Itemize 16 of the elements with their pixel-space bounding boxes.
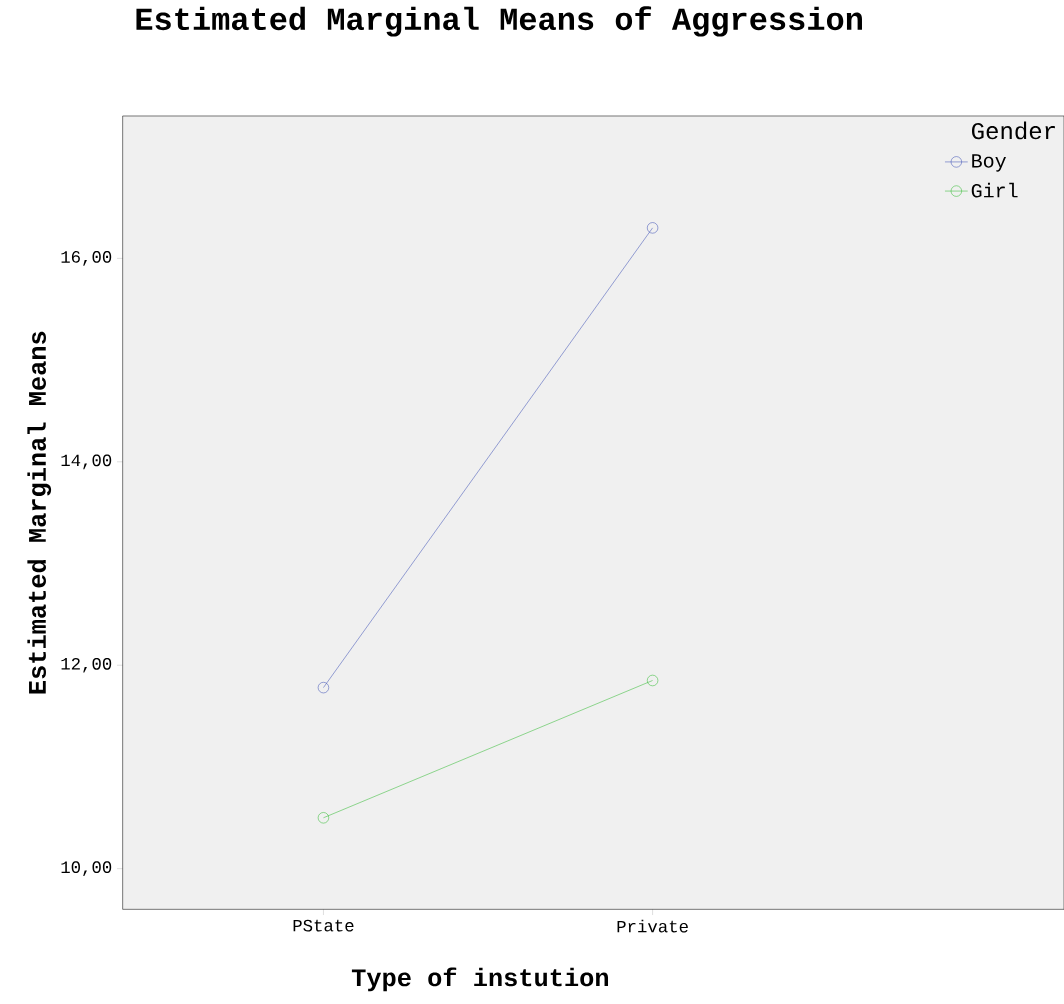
point — [317, 812, 330, 824]
x-tick-label: PState — [293, 919, 354, 932]
y-axis-title: Estimated Marginal Means — [27, 331, 52, 694]
point — [646, 222, 659, 234]
point — [317, 682, 330, 694]
legend-title: Gender — [971, 121, 1055, 140]
y-tick-label: 10,00 — [61, 861, 112, 876]
legend-label: Boy — [972, 154, 1006, 172]
legend-label: Girl — [971, 182, 1018, 198]
chart-title: Estimated Marginal Means of Aggression — [136, 6, 862, 37]
x-axis-title: Type of instution — [351, 967, 609, 992]
x-tick-label: Private — [617, 919, 688, 933]
y-tick-label: 16,00 — [61, 251, 112, 266]
y-tick-label: 12,00 — [61, 657, 112, 673]
y-tick-label: 14,00 — [61, 454, 112, 470]
point — [646, 674, 659, 687]
